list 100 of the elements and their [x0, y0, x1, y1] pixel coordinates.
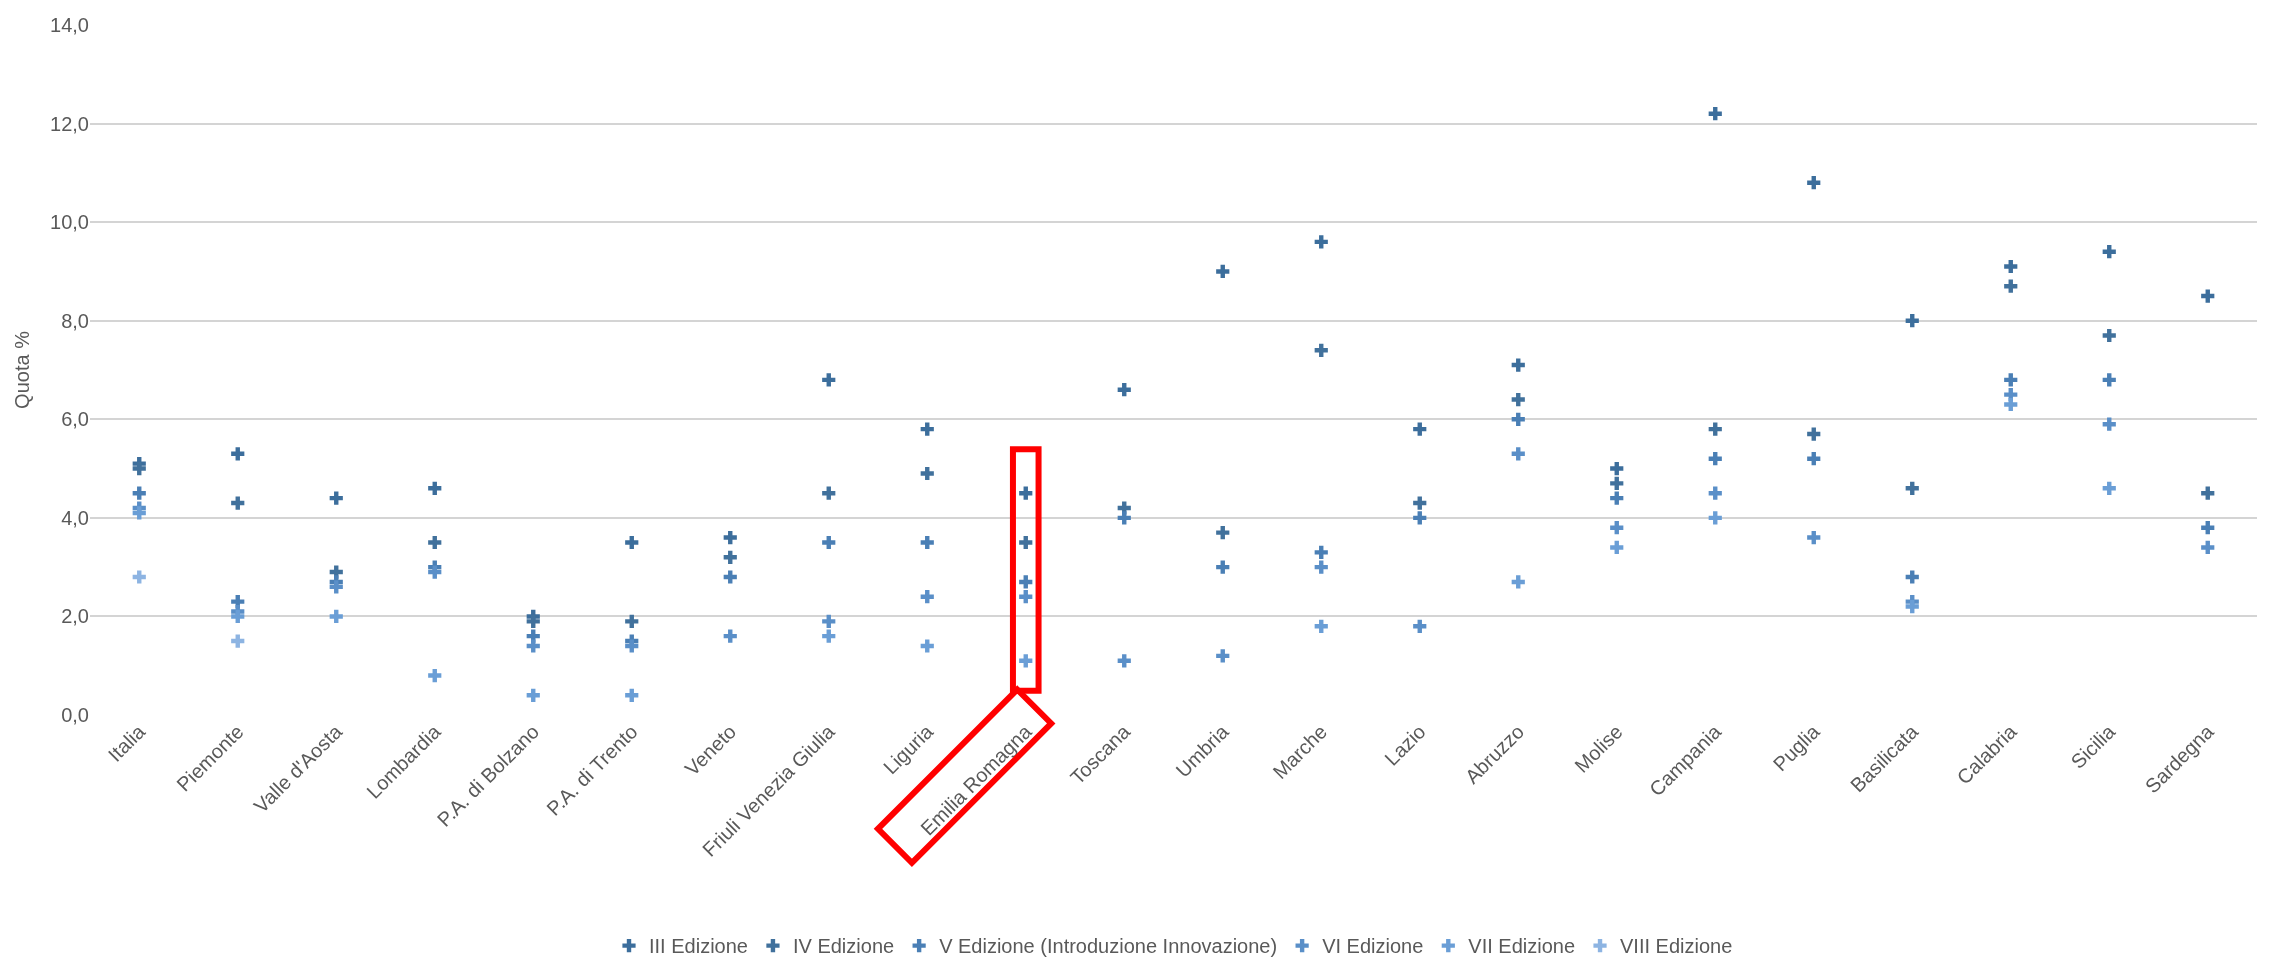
point [1314, 560, 1328, 574]
point [1807, 530, 1821, 545]
y-tick-label: 4,0 [61, 506, 89, 529]
point [2004, 279, 2018, 293]
point [2201, 289, 2215, 303]
y-tick-label: 6,0 [61, 408, 89, 431]
point [329, 580, 343, 594]
point [1314, 619, 1328, 633]
point [231, 634, 245, 648]
point [625, 688, 639, 702]
point [920, 466, 934, 481]
point [1314, 545, 1328, 559]
legend-label: IV Edizione [792, 935, 895, 958]
point [1905, 599, 1919, 614]
point [1610, 491, 1624, 505]
point [2102, 245, 2116, 259]
point [1610, 540, 1624, 555]
point [822, 614, 836, 628]
y-tick-label: 8,0 [61, 309, 89, 332]
point [1511, 358, 1525, 372]
point [2102, 481, 2116, 495]
point [822, 535, 836, 550]
y-tick-label: 12,0 [50, 112, 89, 135]
point [1708, 422, 1722, 436]
point [2004, 397, 2018, 412]
point [231, 496, 245, 510]
legend-label: VIII Edizione [1620, 935, 1733, 958]
point [329, 491, 343, 505]
point [132, 486, 146, 500]
point [1117, 383, 1131, 397]
point [428, 668, 442, 683]
point [920, 535, 934, 550]
point [920, 590, 934, 604]
legend-label: VII Edizione [1468, 935, 1576, 958]
point [1708, 511, 1722, 525]
point [2004, 259, 2018, 274]
point [723, 530, 737, 545]
point [1117, 511, 1131, 525]
point [428, 535, 442, 550]
legend-label: III Edizione [649, 935, 748, 958]
point [1708, 486, 1722, 500]
point [625, 639, 639, 653]
point [132, 570, 146, 584]
y-tick-label: 2,0 [61, 605, 89, 628]
point [2102, 328, 2116, 343]
point [1314, 343, 1328, 357]
point [1413, 422, 1427, 436]
point [1708, 107, 1722, 121]
point [1413, 511, 1427, 525]
point [2201, 521, 2215, 535]
point [920, 639, 934, 653]
point [1511, 447, 1525, 461]
legend-label: VI Edizione [1322, 935, 1424, 958]
point [2102, 373, 2116, 387]
point [625, 614, 639, 628]
point [723, 570, 737, 584]
point [231, 447, 245, 461]
point [625, 535, 639, 550]
point [231, 609, 245, 624]
point [1610, 476, 1624, 490]
point [1807, 427, 1821, 441]
point [1511, 412, 1525, 426]
point [822, 629, 836, 643]
point [723, 550, 737, 564]
point [920, 422, 934, 436]
point [1610, 461, 1624, 476]
point [1905, 314, 1919, 328]
point [1216, 526, 1230, 540]
point [428, 481, 442, 495]
point [1708, 452, 1722, 466]
y-tick-label: 14,0 [50, 14, 89, 36]
point [1216, 560, 1230, 574]
point [723, 629, 737, 643]
point [526, 639, 540, 653]
point [1216, 649, 1230, 663]
point [1905, 570, 1919, 584]
y-tick-label: 10,0 [50, 211, 89, 234]
point [1413, 496, 1427, 510]
point [1117, 654, 1131, 668]
point [1905, 481, 1919, 495]
point [822, 373, 836, 387]
point [1511, 392, 1525, 407]
point [1807, 176, 1821, 190]
point [526, 688, 540, 702]
point [1413, 619, 1427, 633]
point [2004, 373, 2018, 387]
legend-label: V Edizione (Introduzione Innovazione) [939, 935, 1278, 958]
point [1511, 575, 1525, 589]
point [1216, 264, 1230, 279]
x-tick-label: Italia [103, 719, 150, 766]
point [428, 565, 442, 579]
point [2201, 540, 2215, 555]
point [329, 609, 343, 624]
point [1807, 452, 1821, 466]
y-tick-label: 0,0 [61, 704, 89, 726]
point [2201, 486, 2215, 500]
point [2102, 417, 2116, 431]
point [1610, 521, 1624, 535]
point [1314, 235, 1328, 249]
y-axis-title: Quota % [10, 330, 33, 409]
